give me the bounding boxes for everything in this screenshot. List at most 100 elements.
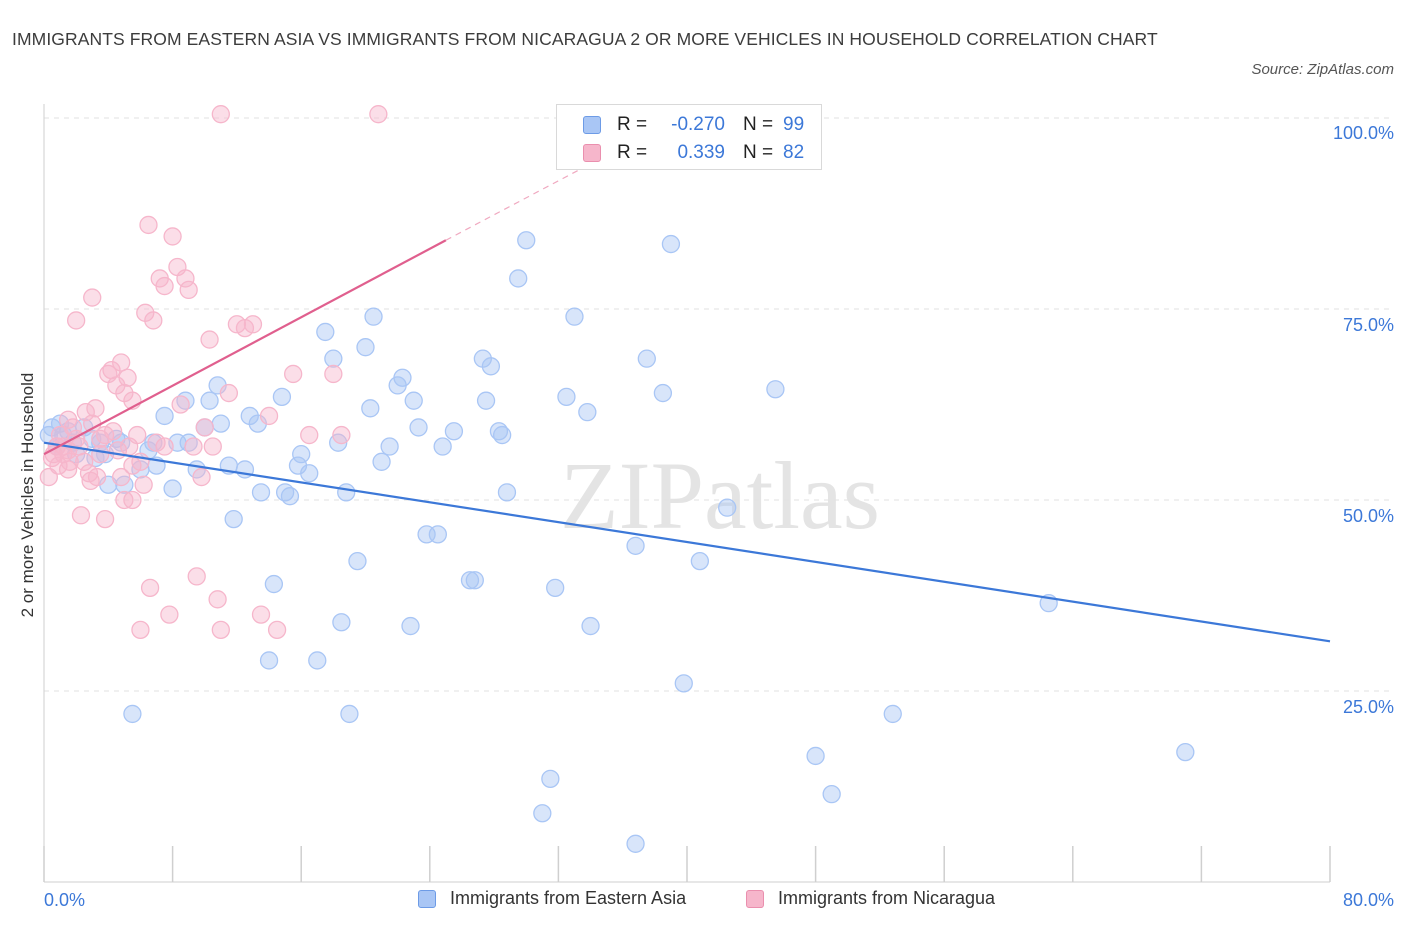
data-point-eastern-asia — [264, 574, 284, 594]
data-point-nicaragua — [160, 605, 179, 624]
data-point-eastern-asia — [259, 651, 279, 670]
r-value: 0.339 — [677, 142, 725, 163]
x-tick-min: 0.0% — [44, 890, 86, 910]
data-point-eastern-asia — [465, 571, 484, 590]
data-point-eastern-asia — [404, 391, 423, 410]
n-value: 82 — [783, 142, 805, 163]
data-point-eastern-asia — [292, 445, 311, 464]
data-point-eastern-asia — [541, 769, 560, 789]
data-point-eastern-asia — [444, 422, 464, 441]
data-point-nicaragua — [195, 418, 214, 437]
data-point-nicaragua — [187, 567, 206, 586]
data-point-nicaragua — [324, 364, 343, 384]
data-point-eastern-asia — [626, 834, 645, 853]
data-point-eastern-asia — [1176, 742, 1195, 762]
data-point-eastern-asia — [308, 651, 327, 670]
data-point-eastern-asia — [393, 368, 412, 387]
y-tick-25: 25.0% — [1342, 697, 1394, 717]
data-point-nicaragua — [200, 330, 219, 349]
data-point-nicaragua — [112, 467, 131, 487]
x-tick-max: 80.0% — [1342, 890, 1394, 910]
data-point-eastern-asia — [401, 616, 420, 636]
data-point-eastern-asia — [272, 387, 292, 407]
data-point-nicaragua — [163, 227, 182, 246]
blue-swatch — [583, 116, 601, 134]
pink-swatch — [583, 144, 601, 162]
data-point-nicaragua — [203, 437, 222, 456]
correlation-legend: R = -0.270 N = 99 R = 0.339 N = 82 — [556, 104, 822, 170]
chart-title: IMMIGRANTS FROM EASTERN ASIA VS IMMIGRAN… — [12, 29, 1158, 49]
y-tick-100: 100.0% — [1332, 123, 1394, 143]
data-point-eastern-asia — [348, 551, 367, 571]
data-point-nicaragua — [58, 460, 78, 479]
data-point-eastern-asia — [224, 509, 243, 529]
legend-item-eastern-asia[interactable]: Immigrants from Eastern Asia — [418, 888, 686, 909]
r-label: R = — [617, 114, 648, 135]
data-point-nicaragua — [118, 368, 137, 387]
data-point-eastern-asia — [533, 804, 552, 823]
data-point-nicaragua — [71, 506, 91, 525]
data-point-nicaragua — [139, 215, 158, 235]
data-point-nicaragua — [103, 422, 123, 441]
trend-line-eastern-asia — [43, 441, 1331, 643]
data-point-eastern-asia — [653, 383, 673, 403]
data-point-nicaragua — [81, 471, 100, 491]
data-point-eastern-asia — [211, 414, 230, 433]
legend-label: Immigrants from Nicaragua — [778, 888, 996, 908]
data-point-nicaragua — [251, 605, 271, 624]
data-point-eastern-asia — [674, 674, 693, 693]
data-point-eastern-asia — [637, 349, 656, 368]
data-point-eastern-asia — [690, 551, 710, 571]
data-point-eastern-asia — [251, 483, 271, 502]
n-value: 99 — [783, 114, 805, 135]
data-point-eastern-asia — [316, 322, 335, 342]
data-point-eastern-asia — [324, 349, 343, 368]
data-point-eastern-asia — [332, 613, 351, 632]
data-point-eastern-asia — [460, 571, 480, 590]
data-point-nicaragua — [267, 620, 287, 640]
data-point-eastern-asia — [372, 452, 391, 471]
data-point-eastern-asia — [626, 536, 645, 555]
data-point-nicaragua — [49, 456, 68, 475]
pink-swatch — [746, 889, 764, 908]
data-point-nicaragua — [179, 280, 198, 300]
data-point-nicaragua — [208, 590, 227, 609]
data-point-nicaragua — [91, 445, 110, 464]
data-point-nicaragua — [95, 509, 115, 529]
data-point-nicaragua — [243, 315, 263, 334]
data-point-nicaragua — [211, 620, 230, 640]
data-point-nicaragua — [171, 395, 190, 414]
data-point-nicaragua — [300, 425, 319, 445]
data-point-eastern-asia — [766, 380, 785, 399]
series-legend: Immigrants from Eastern Asia Immigrants … — [0, 888, 1406, 916]
data-point-eastern-asia — [661, 234, 681, 254]
data-point-eastern-asia — [380, 437, 399, 456]
data-point-eastern-asia — [481, 357, 501, 376]
data-point-nicaragua — [134, 475, 153, 494]
data-point-eastern-asia — [155, 406, 174, 426]
legend-row-eastern-asia: R = -0.270 N = 99 — [583, 111, 804, 139]
data-point-eastern-asia — [476, 391, 496, 410]
data-point-nicaragua — [86, 399, 105, 418]
data-point-eastern-asia — [409, 418, 428, 437]
legend-item-nicaragua[interactable]: Immigrants from Nicaragua — [746, 888, 995, 909]
data-point-eastern-asia — [433, 437, 452, 456]
data-point-eastern-asia — [718, 498, 737, 517]
r-label: R = — [617, 142, 648, 163]
data-point-nicaragua — [140, 578, 160, 598]
data-point-nicaragua — [184, 437, 203, 456]
data-point-nicaragua — [67, 311, 86, 330]
data-point-nicaragua — [332, 425, 351, 445]
data-point-eastern-asia — [497, 483, 517, 502]
data-point-nicaragua — [176, 269, 195, 288]
legend-label: Immigrants from Eastern Asia — [450, 888, 687, 908]
data-point-eastern-asia — [163, 479, 182, 498]
data-point-nicaragua — [76, 402, 95, 422]
y-tick-75: 75.0% — [1342, 315, 1394, 335]
data-point-nicaragua — [144, 311, 163, 330]
data-point-nicaragua — [192, 467, 211, 487]
data-point-nicaragua — [131, 620, 150, 640]
data-point-nicaragua — [83, 288, 102, 307]
data-point-nicaragua — [155, 276, 174, 296]
data-point-eastern-asia — [581, 616, 600, 636]
